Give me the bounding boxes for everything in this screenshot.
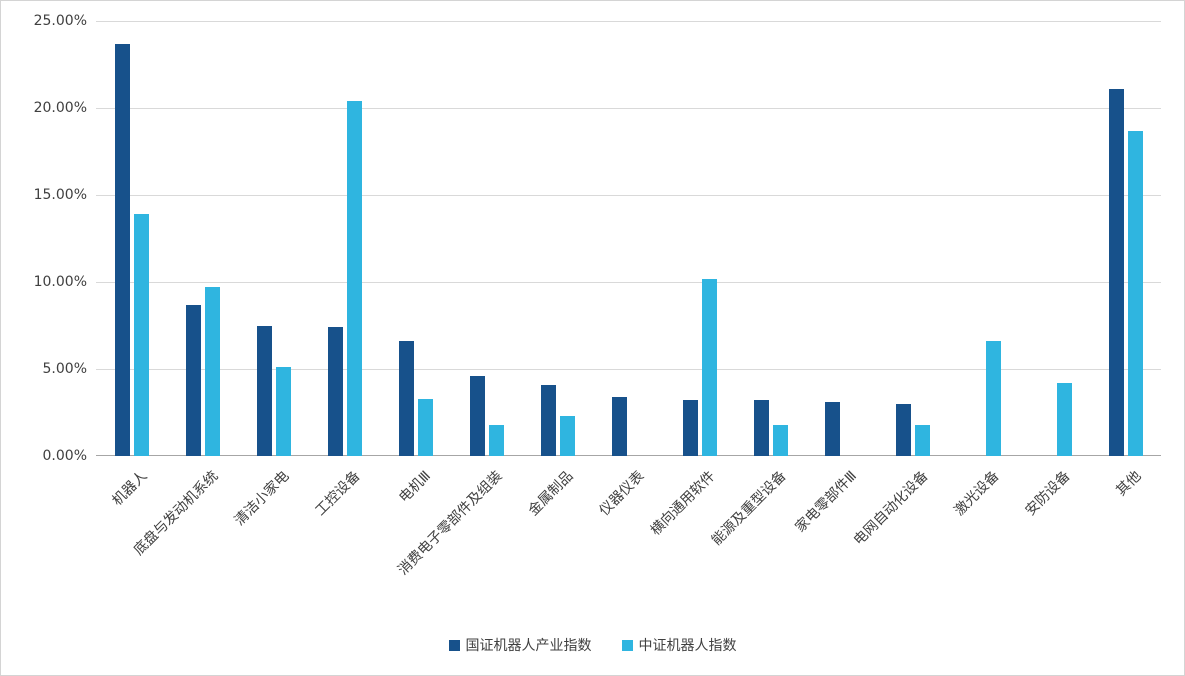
x-tick-label: 能源及重型设备 <box>708 468 789 549</box>
legend-label: 中证机器人指数 <box>638 638 737 654</box>
bar-series-2 <box>559 415 575 456</box>
bar-series-2 <box>914 424 930 456</box>
bar-series-2 <box>346 101 362 456</box>
bar-series-2 <box>275 367 291 456</box>
legend-swatch <box>448 639 460 651</box>
plot-area <box>96 21 1161 456</box>
bar-series-1 <box>824 402 840 456</box>
bar-series-2 <box>1127 130 1143 456</box>
bar-series-1 <box>611 396 627 456</box>
gridline <box>96 195 1161 196</box>
legend-label: 国证机器人产业指数 <box>465 638 592 654</box>
gridline <box>96 282 1161 283</box>
x-tick-label: 激光设备 <box>951 468 1002 520</box>
x-tick-label: 家电零部件Ⅲ <box>792 468 860 536</box>
y-tick-label: 25.00% <box>33 13 87 29</box>
bar-series-2 <box>204 287 220 456</box>
gridline <box>96 108 1161 109</box>
bar-series-1 <box>327 327 343 456</box>
x-tick-label: 电网自动化设备 <box>850 468 931 549</box>
bar-series-1 <box>682 400 698 456</box>
legend-swatch <box>621 639 633 651</box>
legend-item: 国证机器人产业指数 <box>448 635 592 655</box>
bar-series-2 <box>701 278 717 456</box>
bar-series-2 <box>1056 382 1072 456</box>
x-tick-label: 机器人 <box>108 468 150 510</box>
bar-series-2 <box>488 424 504 456</box>
bar-series-1 <box>469 375 485 456</box>
bar-series-1 <box>398 341 414 456</box>
bar-series-2 <box>417 398 433 456</box>
bar-series-1 <box>753 400 769 456</box>
x-tick-label: 横向通用软件 <box>647 468 718 539</box>
bar-series-2 <box>985 341 1001 456</box>
x-tick-label: 金属制品 <box>525 468 576 520</box>
x-axis-line <box>96 455 1161 456</box>
gridline <box>96 21 1161 22</box>
bar-series-2 <box>133 214 149 456</box>
bar-series-1 <box>1108 88 1124 456</box>
legend-item: 中证机器人指数 <box>621 635 737 655</box>
legend: 国证机器人产业指数 中证机器人指数 <box>1 635 1184 655</box>
y-tick-label: 5.00% <box>42 361 87 377</box>
x-tick-label: 电机Ⅲ <box>395 468 434 507</box>
y-tick-label: 0.00% <box>42 448 87 464</box>
gridline <box>96 369 1161 370</box>
bar-series-2 <box>772 424 788 456</box>
y-tick-label: 20.00% <box>33 100 87 116</box>
y-tick-label: 10.00% <box>33 274 87 290</box>
x-tick-label: 安防设备 <box>1022 468 1073 520</box>
bar-series-1 <box>895 403 911 456</box>
bar-series-1 <box>256 325 272 456</box>
y-tick-label: 15.00% <box>33 187 87 203</box>
bar-series-1 <box>114 43 130 456</box>
bar-series-1 <box>540 384 556 456</box>
x-tick-label: 清洁小家电 <box>231 468 292 529</box>
x-tick-label: 仪器仪表 <box>596 468 647 520</box>
x-tick-label: 工控设备 <box>312 468 363 520</box>
x-tick-label: 其他 <box>1112 468 1144 500</box>
bar-series-1 <box>185 304 201 456</box>
